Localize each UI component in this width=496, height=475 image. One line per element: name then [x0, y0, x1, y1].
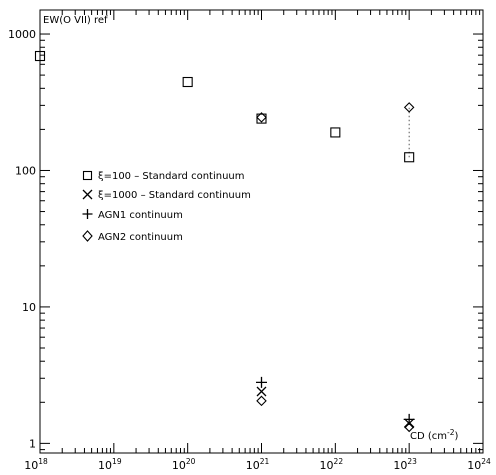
x-tick-base: 10	[393, 459, 407, 472]
legend-entry-agn1: AGN1 continuum	[82, 209, 183, 221]
square-marker	[404, 152, 415, 163]
x-tick-label: 1022	[320, 457, 344, 472]
y-tick-label: 100	[15, 164, 36, 177]
x-tick-label: 1018	[24, 457, 48, 472]
y-axis-label: EW(O VII) ref	[43, 15, 108, 26]
legend-label: ξ=1000 – Standard continuum	[98, 190, 251, 201]
legend-plus-marker	[82, 209, 93, 219]
x-tick-label: 1023	[393, 457, 417, 472]
plus-marker	[256, 376, 267, 388]
x-tick-base: 10	[246, 459, 260, 472]
legend-diamond-marker	[82, 230, 93, 242]
y-tick-label: 1	[29, 437, 36, 450]
x-axis-label-close: )	[455, 431, 459, 442]
x-tick-exponent: 24	[481, 457, 491, 466]
x-tick-labels: 1018 1019 1020 1021 1022 1023 1024	[24, 457, 491, 472]
x-tick-exponent: 22	[334, 457, 344, 466]
diamond-marker	[403, 102, 415, 113]
x-tick-exponent: 20	[186, 457, 196, 466]
x-tick-label: 1021	[246, 457, 270, 472]
x-axis-label-text: CD (cm	[410, 431, 447, 442]
y-tick-label: 10	[22, 301, 36, 314]
legend: ξ=100 – Standard continuum ξ=1000 – Stan…	[82, 170, 251, 243]
square-marker	[256, 113, 267, 124]
square-marker	[34, 50, 46, 62]
legend-entry-agn2: AGN2 continuum	[82, 230, 183, 243]
x-tick-base: 10	[98, 459, 112, 472]
x-tick-exponent: 21	[260, 457, 270, 466]
axis-ticks	[39, 10, 484, 453]
x-tick-label: 1020	[172, 457, 196, 472]
x-tick-exponent: 19	[112, 457, 122, 466]
legend-label-suffix: – Standard continuum	[137, 190, 250, 201]
legend-label: AGN1 continuum	[98, 210, 183, 221]
legend-entry-xi1000: ξ=1000 – Standard continuum	[82, 189, 251, 201]
legend-entry-xi100: ξ=100 – Standard continuum	[82, 170, 244, 182]
data-points	[34, 50, 415, 433]
x-tick-base: 10	[172, 459, 186, 472]
x-tick-label: 1019	[98, 457, 122, 472]
diamond-marker	[403, 421, 415, 433]
legend-label-prefix: ξ=100	[98, 171, 131, 182]
x-tick-exponent: 18	[38, 457, 48, 466]
x-tick-label: 1024	[467, 457, 491, 472]
x-axis-label-sup: -2	[447, 428, 455, 437]
legend-label-suffix: – Standard continuum	[131, 171, 244, 182]
x-tick-base: 10	[24, 459, 38, 472]
square-marker	[182, 76, 193, 88]
legend-square-marker	[82, 170, 93, 181]
x-tick-base: 10	[320, 459, 334, 472]
x-tick-exponent: 23	[407, 457, 417, 466]
y-tick-labels: 1 10 100 1000	[8, 28, 36, 450]
x-tick-base: 10	[467, 459, 481, 472]
legend-x-marker	[82, 189, 93, 200]
legend-label: ξ=100 – Standard continuum	[98, 171, 244, 182]
legend-label: AGN2 continuum	[98, 232, 183, 243]
x-axis-label: CD (cm-2)	[410, 428, 459, 442]
square-marker	[330, 127, 341, 138]
legend-label-prefix: ξ=1000	[98, 190, 137, 201]
diamond-marker	[256, 395, 267, 407]
y-tick-label: 1000	[8, 28, 36, 41]
diamond-marker	[256, 112, 267, 123]
x-marker	[256, 386, 267, 397]
